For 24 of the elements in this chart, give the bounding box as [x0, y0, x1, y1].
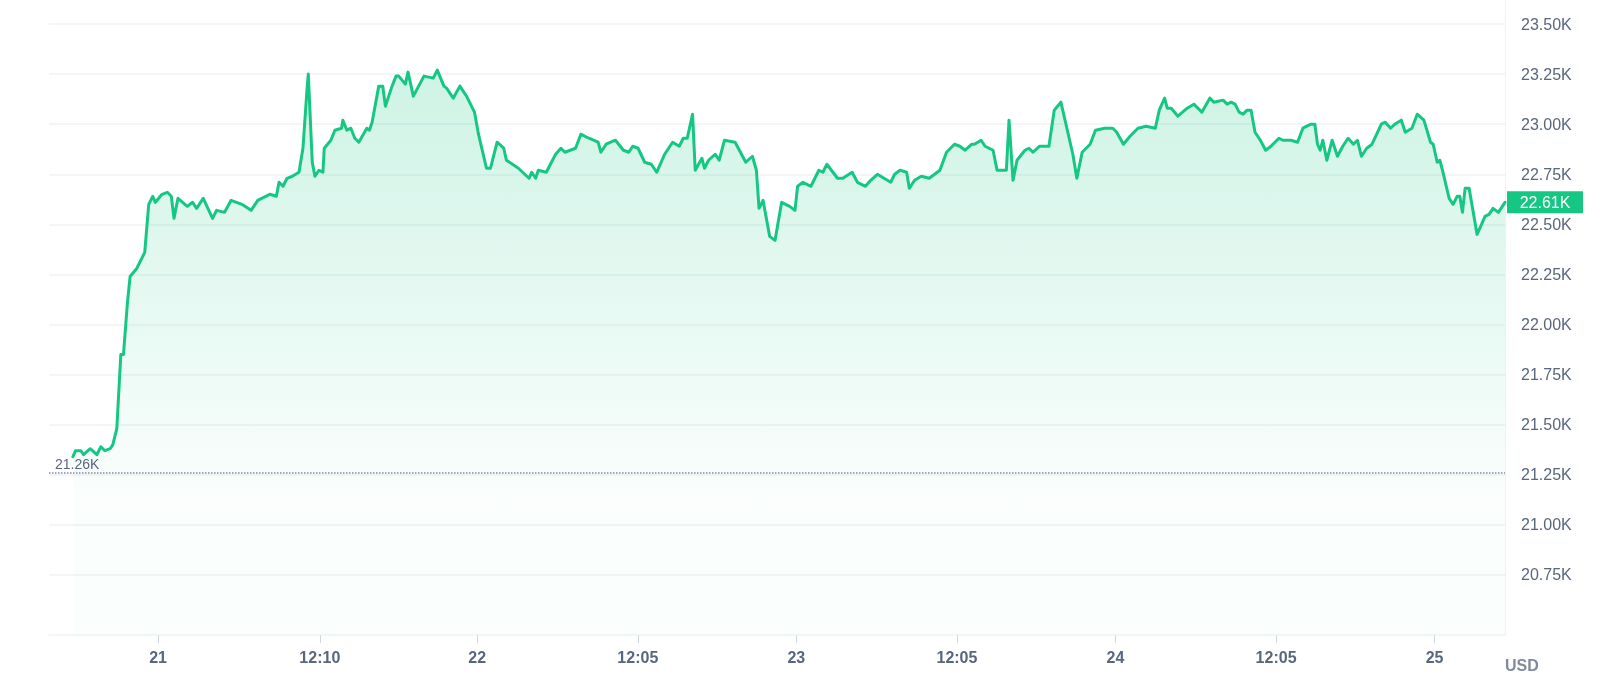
annotation: 22.61K [1519, 193, 1571, 211]
x-tick-label: 23 [787, 648, 806, 666]
x-tick-label: 22 [468, 648, 487, 666]
y-tick-label: 23.50K [1521, 15, 1573, 33]
y-tick-label: 20.75K [1521, 566, 1573, 584]
ref-line-label: 21.26K [55, 455, 101, 472]
y-tick-label: 22.00K [1521, 316, 1573, 334]
y-tick-label: 22.75K [1521, 165, 1573, 183]
y-tick-label: 21.50K [1521, 416, 1573, 434]
x-tick-label: 12:05 [617, 648, 659, 666]
x-tick-label: 25 [1425, 648, 1444, 666]
y-tick-label: 21.00K [1521, 516, 1573, 534]
y-tick-label: 23.25K [1521, 65, 1573, 83]
x-tick-label: 12:05 [1255, 648, 1297, 666]
x-tick-label: 12:10 [299, 648, 341, 666]
y-tick-label: 21.75K [1521, 366, 1573, 384]
x-tick-label: 24 [1106, 648, 1125, 666]
y-tick-label: 23.00K [1521, 115, 1573, 133]
x-tick-label: 21 [149, 648, 168, 666]
x-tick-label: 12:05 [936, 648, 978, 666]
y-axis-title: USD [1505, 656, 1539, 674]
y-tick-label: 22.50K [1521, 215, 1573, 233]
y-tick-label: 21.25K [1521, 466, 1573, 484]
y-tick-label: 22.25K [1521, 265, 1573, 283]
